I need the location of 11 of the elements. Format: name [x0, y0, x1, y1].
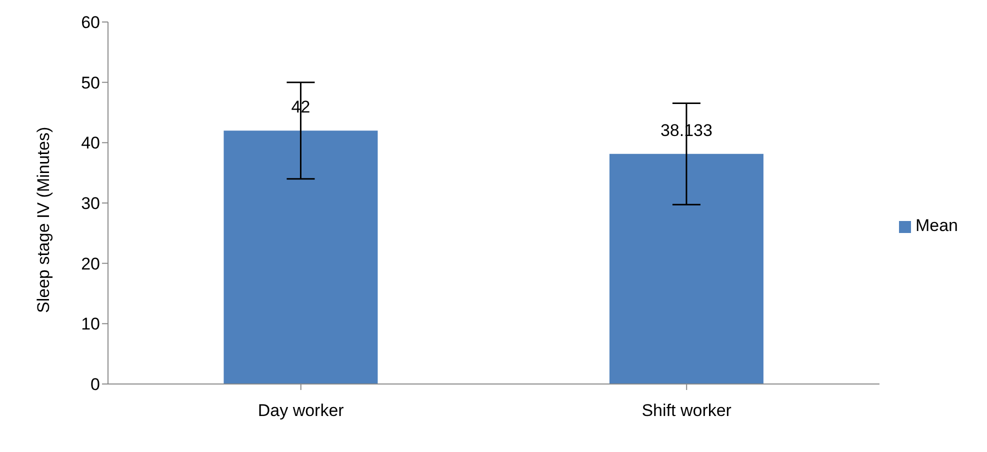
y-tick-label: 50: [81, 73, 100, 92]
y-tick-label: 30: [81, 194, 100, 214]
legend-label: Mean: [915, 216, 958, 235]
y-axis-title: Sleep stage IV (Minutes): [34, 126, 54, 313]
y-tick-label: 0: [90, 375, 100, 394]
x-tick-label: Shift worker: [642, 401, 732, 420]
y-tick-label: 40: [81, 134, 100, 153]
x-tick-label: Day worker: [258, 401, 344, 420]
y-tick-label: 20: [81, 254, 100, 274]
y-tick-label: 10: [81, 314, 100, 334]
y-tick-label: 60: [81, 13, 100, 32]
